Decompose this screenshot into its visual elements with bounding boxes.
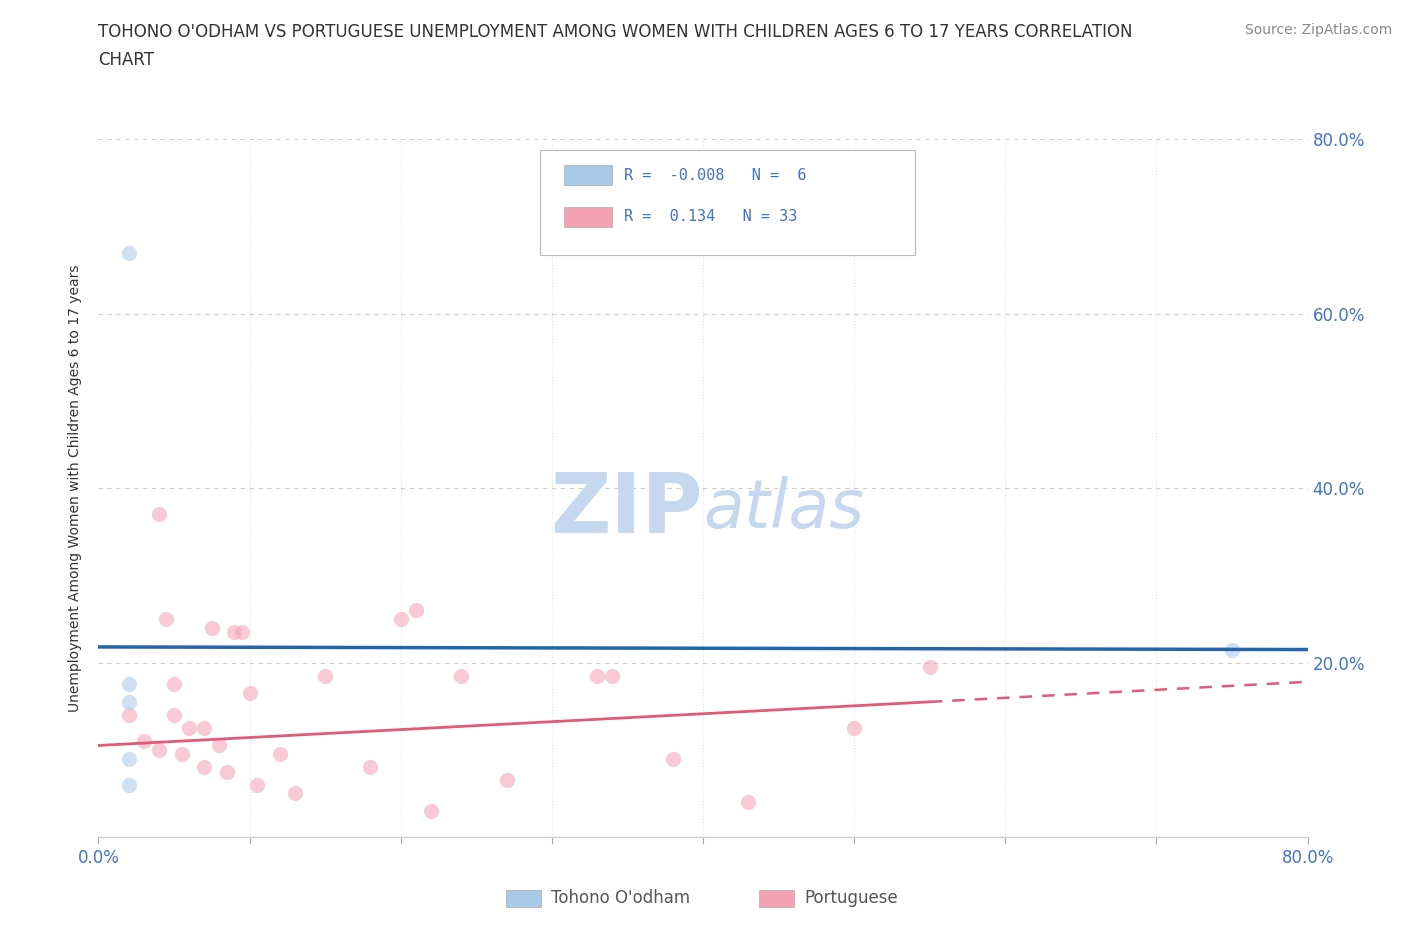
- Point: [284, 786, 307, 801]
- Point: [224, 625, 246, 640]
- Point: [420, 804, 443, 818]
- Point: [118, 708, 141, 723]
- Point: [155, 612, 177, 627]
- Point: [844, 721, 866, 736]
- Text: ZIP: ZIP: [551, 469, 703, 550]
- Point: [495, 773, 517, 788]
- Point: [148, 742, 170, 757]
- Point: [118, 246, 141, 260]
- Point: [215, 764, 238, 779]
- Point: [163, 708, 186, 723]
- Point: [201, 620, 224, 635]
- Point: [231, 625, 253, 640]
- Point: [389, 612, 412, 627]
- Point: [148, 507, 170, 522]
- Point: [737, 794, 759, 809]
- Text: CHART: CHART: [98, 51, 155, 69]
- Point: [208, 738, 231, 753]
- Point: [269, 747, 291, 762]
- Text: Source: ZipAtlas.com: Source: ZipAtlas.com: [1244, 23, 1392, 37]
- Point: [314, 669, 336, 684]
- Point: [179, 721, 201, 736]
- FancyBboxPatch shape: [564, 207, 613, 227]
- Point: [163, 677, 186, 692]
- Y-axis label: Unemployment Among Women with Children Ages 6 to 17 years: Unemployment Among Women with Children A…: [69, 264, 83, 712]
- Text: atlas: atlas: [703, 476, 865, 542]
- Point: [118, 777, 141, 792]
- Text: Tohono O'odham: Tohono O'odham: [551, 889, 690, 908]
- Point: [586, 669, 609, 684]
- Text: TOHONO O'ODHAM VS PORTUGUESE UNEMPLOYMENT AMONG WOMEN WITH CHILDREN AGES 6 TO 17: TOHONO O'ODHAM VS PORTUGUESE UNEMPLOYMEN…: [98, 23, 1133, 41]
- Point: [239, 685, 262, 700]
- Point: [193, 721, 215, 736]
- Point: [118, 695, 141, 710]
- Point: [118, 751, 141, 766]
- Point: [1220, 642, 1243, 657]
- Point: [193, 760, 215, 775]
- Point: [360, 760, 382, 775]
- Point: [132, 734, 155, 749]
- Point: [118, 677, 141, 692]
- FancyBboxPatch shape: [564, 166, 613, 185]
- Point: [246, 777, 269, 792]
- Text: Portuguese: Portuguese: [804, 889, 898, 908]
- Point: [602, 669, 624, 684]
- Text: R =  -0.008   N =  6: R = -0.008 N = 6: [624, 167, 807, 182]
- Point: [918, 659, 941, 674]
- FancyBboxPatch shape: [540, 150, 915, 255]
- Point: [662, 751, 685, 766]
- Point: [450, 669, 472, 684]
- Point: [170, 747, 193, 762]
- Point: [405, 603, 427, 618]
- Text: R =  0.134   N = 33: R = 0.134 N = 33: [624, 209, 797, 224]
